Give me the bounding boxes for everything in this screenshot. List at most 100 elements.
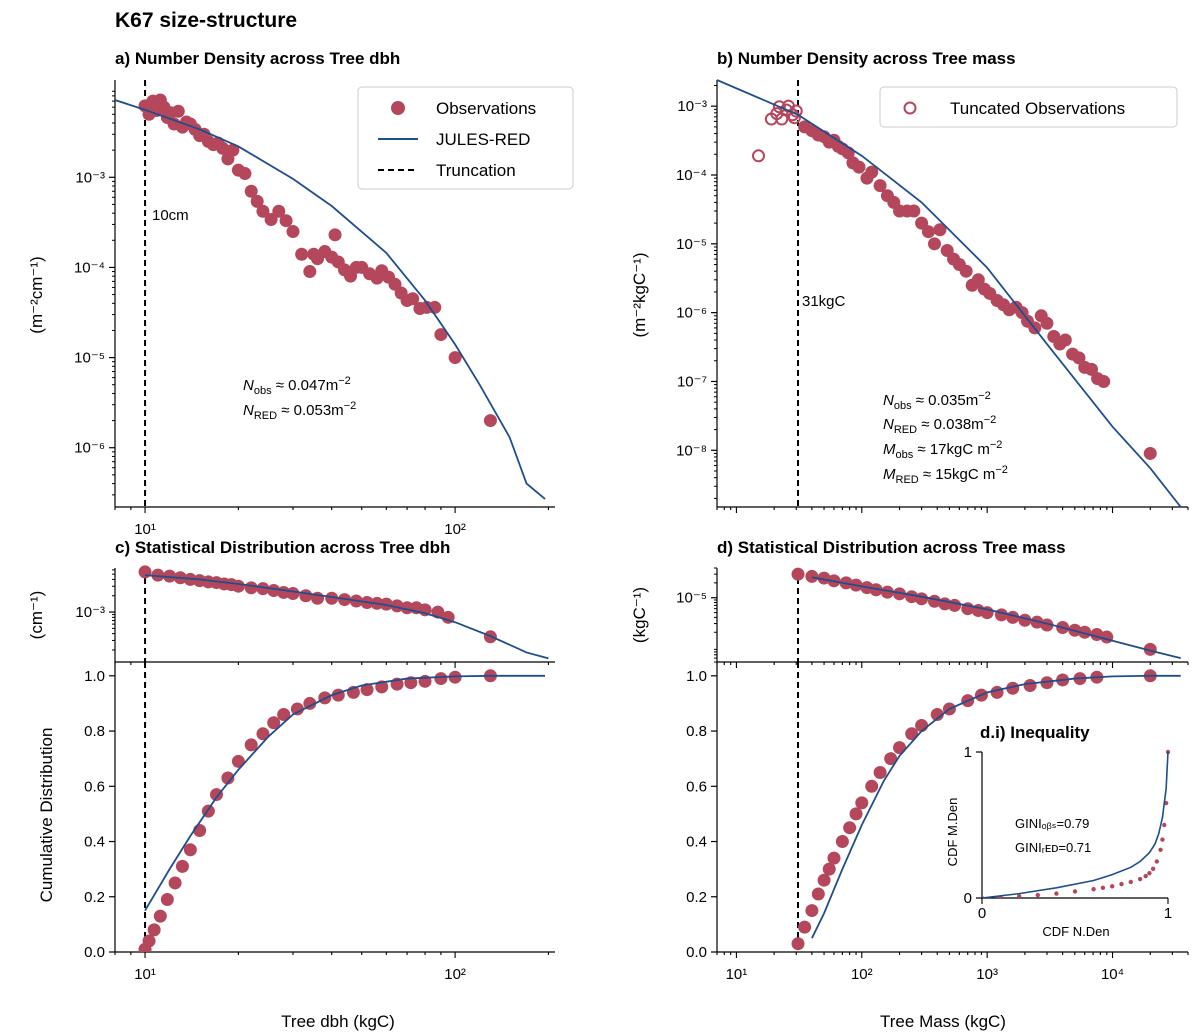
data-point xyxy=(279,214,293,228)
truncated-point xyxy=(751,149,765,163)
inset-ylabel: CDF M.Den xyxy=(945,798,960,867)
data-point xyxy=(168,876,182,890)
y-tick-label: 0.2 xyxy=(686,889,707,906)
series-jules-red xyxy=(811,674,1181,939)
data-point xyxy=(303,696,317,710)
data-point xyxy=(865,165,879,179)
data-point xyxy=(1143,642,1157,656)
series-observations xyxy=(138,93,497,428)
data-point xyxy=(893,587,907,601)
data-point xyxy=(244,581,258,595)
y-tick-label: 1.0 xyxy=(686,668,707,685)
data-point xyxy=(933,223,947,237)
data-point xyxy=(147,923,161,937)
data-point xyxy=(817,571,831,585)
y-tick-label: 10⁻⁶ xyxy=(74,440,105,457)
legend-b-truncated-observations: Tuncated Observations xyxy=(950,99,1125,118)
x-tick-label: 0 xyxy=(978,905,986,922)
data-point xyxy=(272,204,286,218)
data-point xyxy=(244,738,258,752)
data-point xyxy=(994,608,1008,622)
data-point xyxy=(822,862,836,876)
data-point xyxy=(1040,676,1054,690)
legend-a-truncation: Truncation xyxy=(436,161,516,180)
data-point xyxy=(1040,316,1054,330)
data-point xyxy=(1162,822,1167,828)
series-jules-red xyxy=(982,751,1169,898)
data-point xyxy=(256,582,270,596)
data-point xyxy=(360,683,374,697)
panel-d: 10⁻⁵ xyxy=(676,567,1189,668)
data-point xyxy=(948,598,962,612)
data-point xyxy=(160,893,174,907)
data-point xyxy=(138,565,152,579)
data-point xyxy=(1119,881,1124,887)
data-point xyxy=(959,264,973,278)
y-tick-label: 10⁻⁵ xyxy=(676,590,707,607)
series-observations xyxy=(982,749,1171,898)
data-point xyxy=(1035,892,1041,898)
x-tick-label: 1 xyxy=(1164,905,1172,922)
legend-b: Tuncated Observations xyxy=(879,86,1178,128)
data-point xyxy=(791,567,805,581)
inset-title: d.i) Inequality xyxy=(980,723,1090,742)
data-point xyxy=(209,788,223,802)
y-tick-label: 10⁻⁷ xyxy=(677,373,707,390)
y-tick-label: 0.4 xyxy=(84,834,105,851)
data-point xyxy=(927,237,941,251)
data-point xyxy=(163,569,177,583)
data-point xyxy=(299,589,313,603)
panel-d-ylabel: (kgC⁻¹) xyxy=(630,587,649,643)
data-point xyxy=(328,228,342,242)
data-point xyxy=(1097,374,1111,388)
data-point xyxy=(971,273,985,287)
truncation-label-a: 10cm xyxy=(152,207,189,224)
legend-a-jules-red: JULES-RED xyxy=(436,130,530,149)
data-point xyxy=(406,292,420,306)
data-point xyxy=(990,685,1004,699)
data-point xyxy=(325,591,339,605)
model-line xyxy=(811,576,1181,659)
x-tick-label: 10¹ xyxy=(726,966,748,983)
data-point xyxy=(852,160,866,174)
y-tick-label: 10⁻³ xyxy=(75,604,105,621)
series-observations xyxy=(138,565,497,644)
xlabel-left: Tree dbh (kgC) xyxy=(281,1012,395,1031)
data-point xyxy=(880,585,894,599)
y-tick-label: 0.0 xyxy=(84,944,105,961)
series-jules-red xyxy=(144,674,546,912)
data-point xyxy=(1006,681,1020,695)
data-point xyxy=(811,887,825,901)
series-observations xyxy=(791,669,1157,951)
data-point xyxy=(835,835,849,849)
legend-b-truncated-marker xyxy=(903,101,917,115)
y-tick-label: 0.6 xyxy=(84,778,105,795)
y-tick-label: 0 xyxy=(964,890,972,907)
panel-d-cdf: 0.0 0.2 0.4 0.6 0.8 1.0 10¹ 10² 10³ 10⁴ xyxy=(686,662,1189,983)
data-point xyxy=(905,590,919,604)
panel-c: 10⁻³ xyxy=(75,565,555,668)
data-point xyxy=(231,579,245,593)
panel-a-title: a) Number Density across Tree dbh xyxy=(115,49,400,68)
data-point xyxy=(1100,630,1114,644)
data-point xyxy=(1040,618,1054,632)
data-point xyxy=(915,592,929,606)
data-point xyxy=(798,920,812,934)
data-point xyxy=(226,143,240,157)
y-tick-label: 0.0 xyxy=(686,944,707,961)
data-point xyxy=(286,587,300,601)
data-point xyxy=(905,727,919,741)
data-point xyxy=(151,568,165,582)
xlabel-right: Tree Mass (kgC) xyxy=(880,1012,1006,1031)
data-point xyxy=(434,328,448,342)
x-tick-label: 10³ xyxy=(976,966,998,983)
data-point xyxy=(907,204,921,218)
y-tick-label: 10⁻⁶ xyxy=(676,305,707,322)
model-line xyxy=(811,674,1181,939)
truncation-label-b: 31kgC xyxy=(802,293,846,310)
data-point xyxy=(1078,625,1092,639)
panel-c-title: c) Statistical Distribution across Tree … xyxy=(115,538,450,557)
model-line xyxy=(144,574,549,660)
data-point xyxy=(1072,351,1086,365)
